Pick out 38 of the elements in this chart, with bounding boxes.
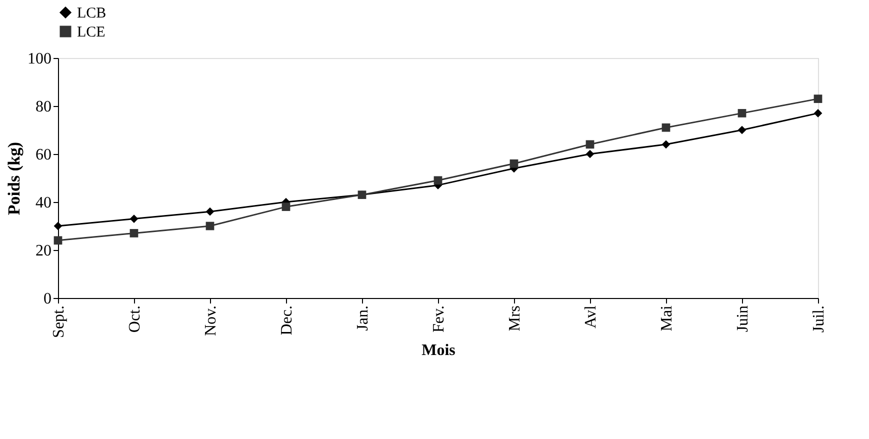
point: [54, 236, 62, 245]
x-tick-label: Oct.: [126, 306, 144, 333]
point: [54, 222, 62, 230]
point: [586, 150, 594, 158]
point: [738, 109, 746, 118]
x-tick-label: Avl: [582, 304, 600, 328]
x-tick-label: Sept.: [50, 306, 68, 338]
y-tick-label: 20: [36, 242, 52, 260]
point: [662, 140, 670, 149]
x-tick-label: Juil.: [810, 306, 828, 333]
point: [434, 176, 442, 185]
x-tick-label: Mrs: [506, 306, 524, 332]
point: [510, 159, 518, 168]
point: [662, 123, 670, 132]
y-tick-label: 0: [44, 290, 52, 308]
x-tick-label: Juin: [734, 306, 752, 332]
point: [738, 126, 746, 134]
x-axis-title: Mois: [422, 342, 456, 359]
y-tick-label: 60: [36, 146, 52, 164]
point: [130, 214, 138, 223]
legend-label: LCE: [77, 24, 106, 40]
y-tick-label: 100: [28, 50, 52, 68]
y-tick-label: 40: [36, 194, 52, 212]
point: [206, 222, 214, 230]
y-tick-label: 80: [36, 98, 52, 116]
point: [282, 202, 290, 211]
point: [586, 140, 594, 149]
legend-label: LCB: [77, 6, 106, 22]
x-tick-label: Mai: [658, 304, 676, 332]
point: [206, 207, 214, 216]
x-tick-label: Jan.: [354, 306, 372, 331]
y-axis-title: Poids (kg): [4, 142, 24, 216]
x-tick-label: Nov.: [202, 306, 220, 336]
x-tick-label: Fev.: [430, 306, 448, 332]
x-tick-label: Dec.: [278, 306, 296, 336]
point: [814, 109, 822, 118]
point: [814, 94, 822, 103]
point: [130, 229, 138, 238]
